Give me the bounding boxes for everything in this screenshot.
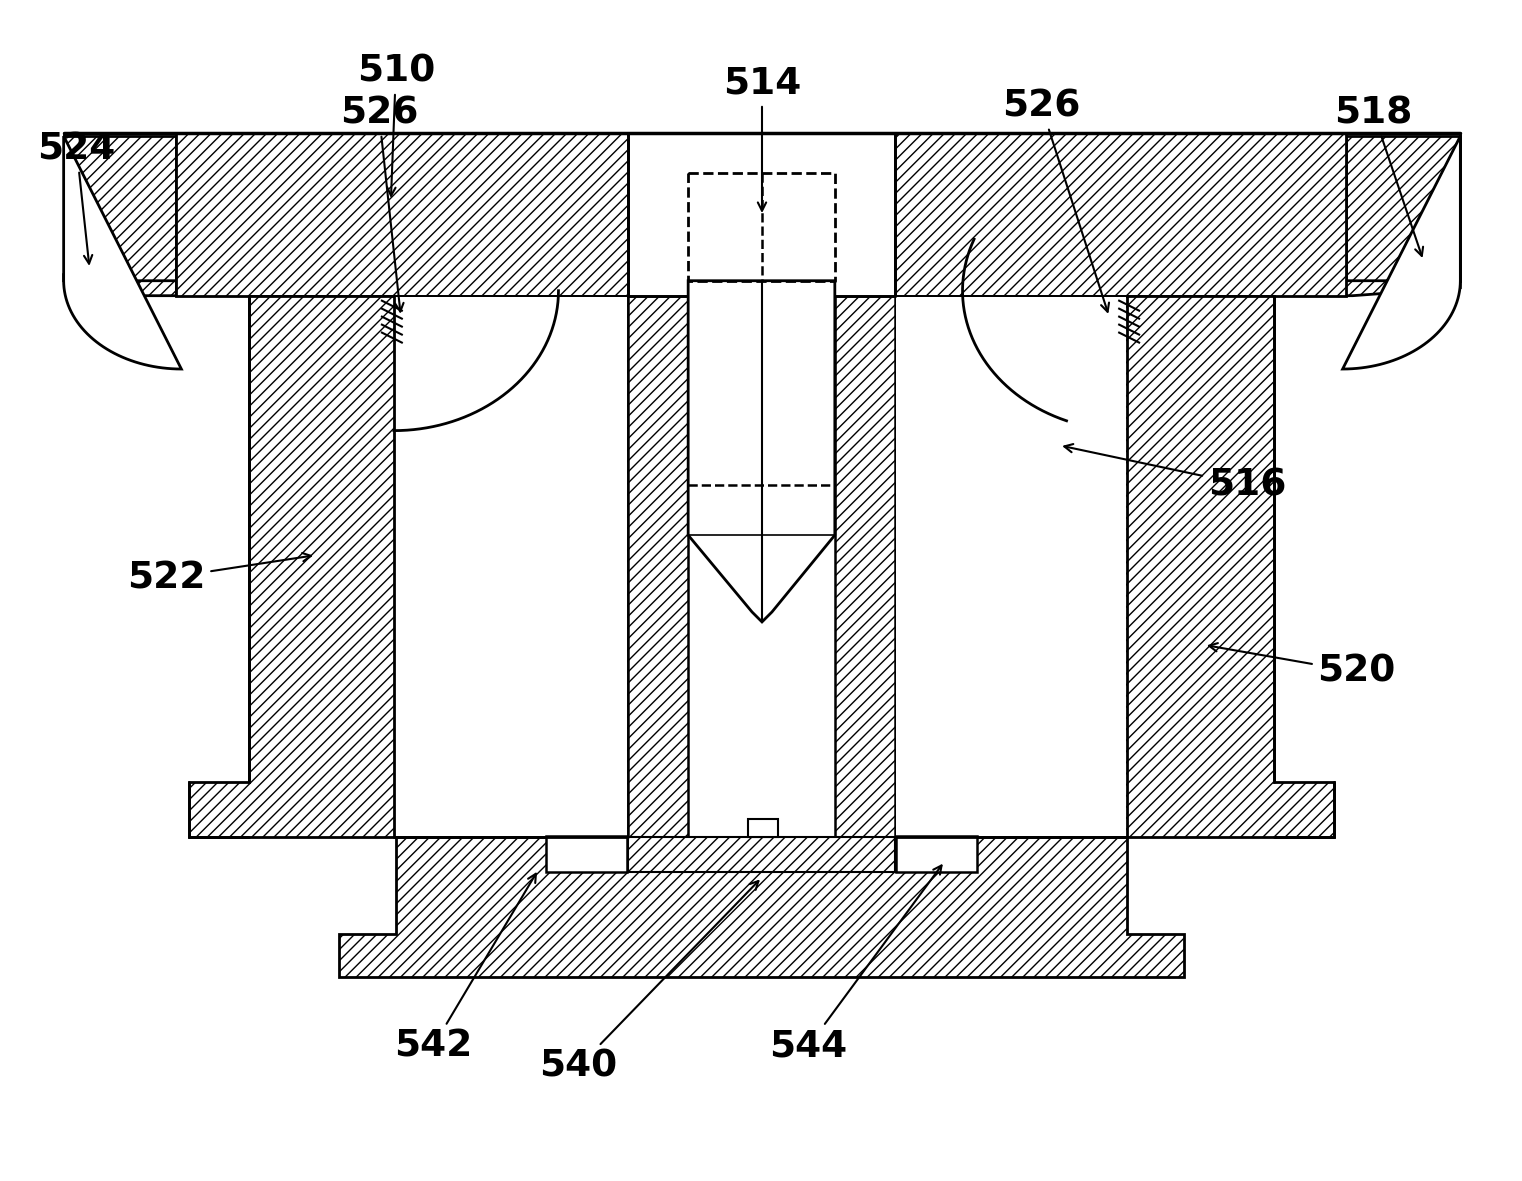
Text: 514: 514 (723, 65, 801, 210)
Text: 522: 522 (128, 553, 310, 596)
Text: 516: 516 (1064, 444, 1286, 503)
Text: 520: 520 (1208, 644, 1396, 690)
Text: 510: 510 (356, 53, 435, 196)
Polygon shape (177, 133, 629, 295)
Polygon shape (64, 136, 177, 281)
Text: 526: 526 (339, 96, 419, 312)
Text: 544: 544 (769, 866, 942, 1065)
Polygon shape (895, 295, 1333, 837)
Polygon shape (1342, 136, 1460, 368)
Polygon shape (747, 820, 778, 837)
Polygon shape (339, 837, 1184, 977)
Polygon shape (629, 837, 895, 873)
Text: 518: 518 (1335, 96, 1423, 256)
Polygon shape (1345, 275, 1460, 295)
Text: 542: 542 (394, 874, 536, 1065)
Polygon shape (545, 836, 627, 873)
Polygon shape (64, 275, 177, 295)
Polygon shape (688, 281, 836, 622)
Text: 524: 524 (38, 131, 116, 263)
Polygon shape (64, 136, 181, 368)
Text: 540: 540 (539, 881, 758, 1085)
Polygon shape (1345, 136, 1460, 281)
Polygon shape (629, 295, 688, 837)
Polygon shape (189, 295, 629, 837)
Text: 526: 526 (1001, 89, 1110, 312)
Polygon shape (895, 836, 977, 873)
Polygon shape (895, 296, 1126, 836)
Polygon shape (895, 133, 1345, 295)
Polygon shape (394, 296, 627, 836)
Polygon shape (836, 295, 895, 837)
